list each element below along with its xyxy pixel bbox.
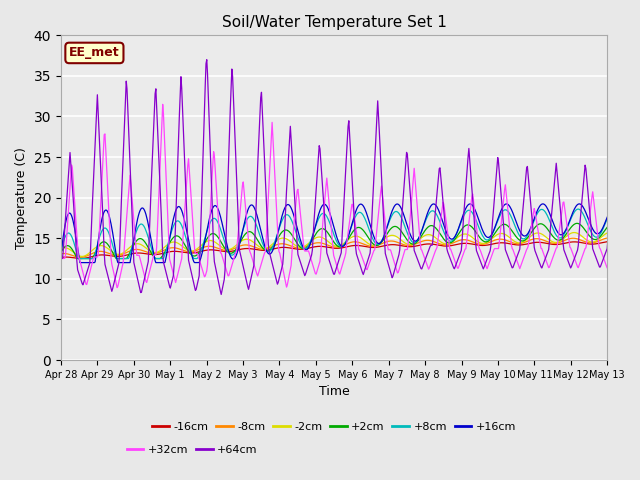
+16cm xyxy=(284,202,292,207)
Line: -2cm: -2cm xyxy=(61,232,640,256)
-2cm xyxy=(284,237,292,243)
+32cm xyxy=(57,256,65,262)
+16cm xyxy=(76,260,84,265)
+8cm xyxy=(57,249,65,254)
-16cm xyxy=(57,254,65,260)
+16cm xyxy=(126,260,134,265)
+8cm xyxy=(74,256,82,262)
+32cm xyxy=(414,213,422,218)
-8cm xyxy=(77,254,84,260)
+8cm xyxy=(234,245,241,251)
+8cm xyxy=(446,238,454,244)
-16cm xyxy=(126,252,134,257)
-16cm xyxy=(77,255,84,261)
+32cm xyxy=(113,285,121,290)
Line: +2cm: +2cm xyxy=(61,223,640,259)
+8cm xyxy=(611,206,619,212)
+2cm xyxy=(284,228,292,234)
Line: +16cm: +16cm xyxy=(61,204,640,263)
+16cm xyxy=(612,201,620,207)
-8cm xyxy=(57,251,65,257)
-2cm xyxy=(126,244,134,250)
+32cm xyxy=(126,172,134,178)
-8cm xyxy=(413,240,421,246)
-16cm xyxy=(413,243,421,249)
+16cm xyxy=(413,237,421,243)
+64cm xyxy=(285,149,292,155)
-16cm xyxy=(284,245,292,251)
-8cm xyxy=(234,244,241,250)
+64cm xyxy=(234,210,242,216)
+32cm xyxy=(159,101,166,107)
+2cm xyxy=(609,220,617,226)
-8cm xyxy=(126,248,134,254)
Y-axis label: Temperature (C): Temperature (C) xyxy=(15,147,28,249)
Title: Soil/Water Temperature Set 1: Soil/Water Temperature Set 1 xyxy=(221,15,447,30)
-2cm xyxy=(57,246,65,252)
-8cm xyxy=(284,242,292,248)
+64cm xyxy=(57,256,65,262)
X-axis label: Time: Time xyxy=(319,385,349,398)
Line: +32cm: +32cm xyxy=(61,104,640,288)
-2cm xyxy=(234,241,241,247)
+16cm xyxy=(446,235,454,241)
+2cm xyxy=(74,256,81,262)
+64cm xyxy=(203,57,211,62)
-16cm xyxy=(446,243,454,249)
+32cm xyxy=(285,275,292,280)
+64cm xyxy=(414,258,422,264)
+32cm xyxy=(447,246,454,252)
+32cm xyxy=(263,225,271,231)
+16cm xyxy=(262,247,270,252)
+2cm xyxy=(126,250,134,255)
+64cm xyxy=(447,257,454,263)
-2cm xyxy=(413,239,421,244)
+64cm xyxy=(263,208,271,214)
Text: EE_met: EE_met xyxy=(69,47,120,60)
-2cm xyxy=(262,245,270,251)
-2cm xyxy=(607,229,615,235)
-2cm xyxy=(446,240,454,246)
-8cm xyxy=(262,246,270,252)
+64cm xyxy=(218,291,225,297)
Line: +64cm: +64cm xyxy=(61,60,640,294)
+2cm xyxy=(234,245,241,251)
Line: -8cm: -8cm xyxy=(61,238,640,257)
+32cm xyxy=(234,233,242,239)
+8cm xyxy=(284,212,292,218)
-16cm xyxy=(234,247,241,253)
+2cm xyxy=(413,239,421,245)
+8cm xyxy=(413,238,421,243)
+16cm xyxy=(234,250,241,256)
+8cm xyxy=(126,252,134,257)
+2cm xyxy=(446,240,454,246)
-16cm xyxy=(262,247,270,253)
-8cm xyxy=(446,241,454,247)
Line: +8cm: +8cm xyxy=(61,209,640,259)
+8cm xyxy=(262,247,270,253)
+16cm xyxy=(57,251,65,257)
-2cm xyxy=(78,253,86,259)
Legend: +32cm, +64cm: +32cm, +64cm xyxy=(122,440,262,459)
+64cm xyxy=(125,142,133,148)
+2cm xyxy=(262,248,270,253)
Line: -16cm: -16cm xyxy=(61,241,640,258)
+2cm xyxy=(57,250,65,255)
